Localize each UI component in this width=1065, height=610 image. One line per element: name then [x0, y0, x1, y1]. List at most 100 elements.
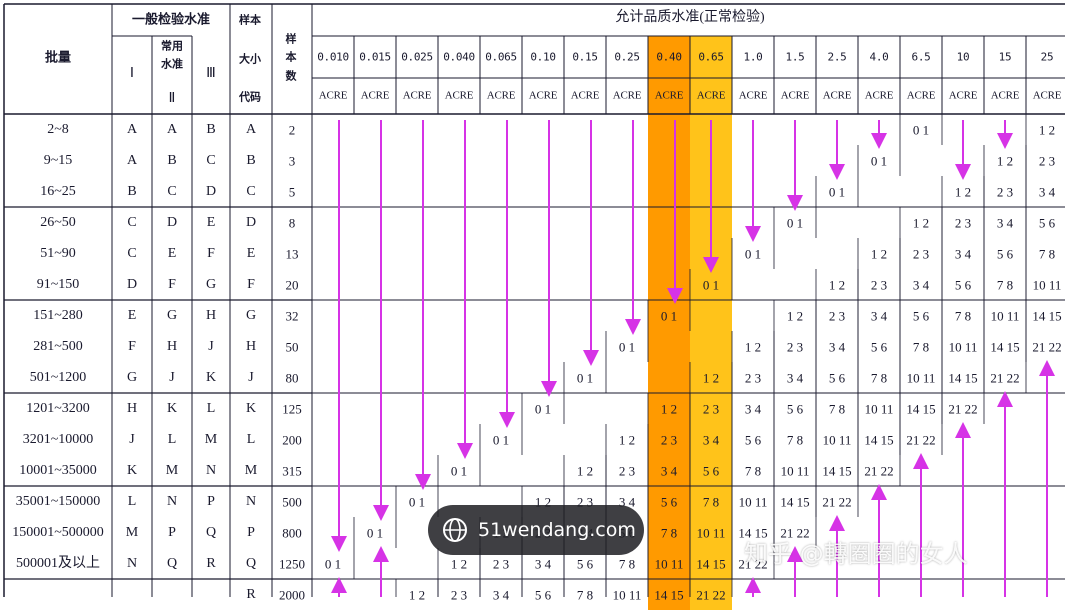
- row-n: 315: [282, 463, 302, 478]
- acre-header: ACRE: [780, 89, 810, 102]
- aql-value-header: 0.15: [572, 50, 598, 64]
- acre-header: ACRE: [444, 89, 474, 102]
- row-g2: N: [166, 493, 178, 509]
- acre-value-cell: 21 22: [906, 432, 936, 447]
- aql-value-header: 4.0: [869, 50, 889, 64]
- acre-value-cell: 2 3: [702, 401, 720, 416]
- acre-header: ACRE: [654, 89, 684, 102]
- row-code: B: [246, 152, 256, 168]
- acre-value-cell: 0 1: [702, 277, 720, 292]
- row-n: 800: [282, 525, 302, 540]
- acre-value-cell: 7 8: [702, 494, 720, 509]
- level-i-header: Ⅰ: [129, 66, 135, 81]
- row-g2: P: [168, 524, 176, 540]
- row-g3: D: [205, 183, 217, 199]
- acre-header: ACRE: [1032, 89, 1062, 102]
- row-n: 125: [282, 401, 302, 416]
- acre-value-cell: 10 11: [780, 463, 810, 478]
- acre-value-cell: 14 15: [990, 339, 1020, 354]
- row-g1: H: [126, 400, 138, 416]
- acre-value-cell: 2 3: [660, 432, 678, 447]
- acre-value-cell: 5 6: [786, 401, 804, 416]
- row-g3: H: [205, 307, 217, 323]
- acre-value-cell: 0 1: [534, 401, 552, 416]
- row-n: 8: [288, 215, 296, 230]
- row-g2: E: [167, 245, 177, 261]
- row-g1: M: [125, 524, 139, 540]
- row-code: M: [244, 462, 258, 478]
- acre-value-cell: 7 8: [786, 432, 804, 447]
- acre-value-cell: 7 8: [828, 401, 846, 416]
- acre-value-cell: 3 4: [828, 339, 846, 354]
- acre-value-cell: 3 4: [870, 308, 888, 323]
- row-code: L: [246, 431, 256, 447]
- acre-value-cell: 10 11: [822, 432, 852, 447]
- aql-value-header: 0.65: [698, 50, 724, 64]
- acre-value-cell: 14 15: [906, 401, 936, 416]
- aql-value-header: 0.025: [401, 50, 433, 64]
- acre-value-cell: 10 11: [654, 556, 684, 571]
- aql-value-header: 2.5: [827, 50, 847, 64]
- acre-value-cell: 2 3: [492, 556, 510, 571]
- acre-header: ACRE: [360, 89, 390, 102]
- aql-value-header: 1.5: [785, 50, 805, 64]
- row-lot: 3201~10000: [22, 431, 94, 447]
- acre-header: ACRE: [864, 89, 894, 102]
- row-g1: K: [126, 462, 138, 478]
- acre-value-cell: 0 1: [618, 339, 636, 354]
- row-g1: C: [127, 214, 137, 230]
- row-g2: C: [167, 183, 177, 199]
- acre-value-cell: 0 1: [324, 556, 342, 571]
- row-g3: P: [207, 493, 215, 509]
- sample-size-header-1: 样: [285, 32, 297, 46]
- row-lot: 151~280: [33, 307, 83, 323]
- acre-value-cell: 1 2: [534, 494, 552, 509]
- acre-value-cell: 0 1: [366, 525, 384, 540]
- acre-value-cell: 1 2: [702, 370, 720, 385]
- aql-value-header: 0.010: [317, 50, 349, 64]
- acre-value-cell: 10 11: [948, 339, 978, 354]
- site-watermark: 51wendang.com: [428, 505, 644, 555]
- acre-value-cell: 10 11: [738, 494, 768, 509]
- acre-value-cell: 1 2: [660, 401, 678, 416]
- acre-value-cell: 2 3: [744, 370, 762, 385]
- acre-header: ACRE: [612, 89, 642, 102]
- acre-value-cell: 5 6: [828, 370, 846, 385]
- acre-value-cell: 2 3: [786, 339, 804, 354]
- acre-value-cell: 0 1: [870, 153, 888, 168]
- acre-value-cell: 1 2: [576, 463, 594, 478]
- row-lot: 35001~150000: [15, 493, 101, 509]
- row-lot: 501~1200: [29, 369, 87, 385]
- acre-value-cell: 3 4: [534, 556, 552, 571]
- row-lot: 281~500: [33, 338, 83, 354]
- acre-value-cell: 0 1: [660, 308, 678, 323]
- acre-value-cell: 3 4: [954, 246, 972, 261]
- row-g3: R: [206, 555, 216, 571]
- acre-value-cell: 3 4: [1038, 184, 1056, 199]
- row-g1: F: [128, 338, 136, 354]
- aql-value-header: 0.40: [656, 50, 682, 64]
- row-g2: A: [166, 121, 178, 137]
- row-code: D: [245, 214, 257, 230]
- row-n: 1250: [279, 556, 305, 571]
- row-g3: L: [206, 400, 216, 416]
- common-level-header-2: 水准: [161, 57, 183, 71]
- acre-value-cell: 3 4: [996, 215, 1014, 230]
- table-arrows: [331, 120, 1055, 597]
- row-lot: 10001~35000: [19, 462, 97, 478]
- acre-value-cell: 0 1: [450, 463, 468, 478]
- acre-value-cell: 7 8: [744, 463, 762, 478]
- row-code: P: [247, 524, 255, 540]
- row-g3: F: [207, 245, 215, 261]
- row-n: 32: [285, 308, 299, 323]
- row-lot: 16~25: [40, 183, 76, 199]
- acre-value-cell: 21 22: [864, 463, 894, 478]
- acre-value-cell: 10 11: [696, 525, 726, 540]
- watermark-text: 51wendang.com: [478, 519, 636, 541]
- aql-value-header: 1.0: [743, 50, 763, 64]
- row-g2: J: [169, 369, 175, 385]
- acre-header: ACRE: [990, 89, 1020, 102]
- aql-value-header: 15: [998, 50, 1012, 64]
- level-iii-header: Ⅲ: [206, 66, 216, 81]
- acre-value-cell: 0 1: [492, 432, 510, 447]
